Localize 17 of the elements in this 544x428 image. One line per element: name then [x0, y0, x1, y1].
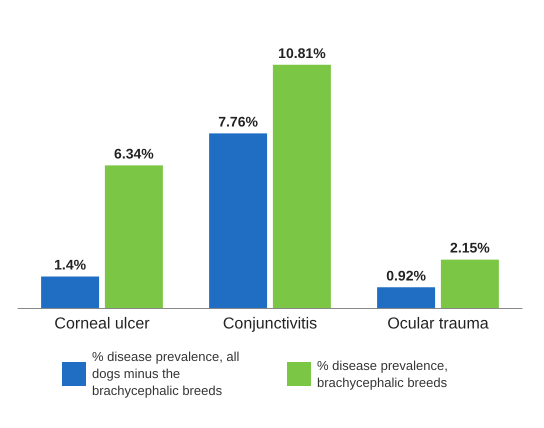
bar — [41, 276, 100, 308]
x-tick-label: Ocular trauma — [387, 316, 489, 332]
data-label: 0.92% — [386, 267, 426, 284]
data-label: 1.4% — [54, 256, 87, 272]
data-label: 6.34% — [114, 145, 154, 162]
legend-label: % disease prevalence, all dogs minus the brachycephalic breeds — [92, 348, 240, 399]
bar — [209, 133, 268, 308]
legend-label: % disease prevalence, brachycephalic breeds — [317, 356, 449, 390]
bar — [104, 165, 163, 308]
x-tick-label: Conjunctivitis — [222, 316, 318, 332]
data-label: 7.76% — [218, 113, 258, 130]
x-tick-label: Corneal ulcer — [54, 316, 150, 332]
data-label: 2.15% — [450, 240, 490, 256]
bar — [272, 64, 331, 308]
bar — [440, 260, 499, 308]
bar — [377, 287, 436, 308]
data-label: 10.81% — [278, 44, 326, 61]
